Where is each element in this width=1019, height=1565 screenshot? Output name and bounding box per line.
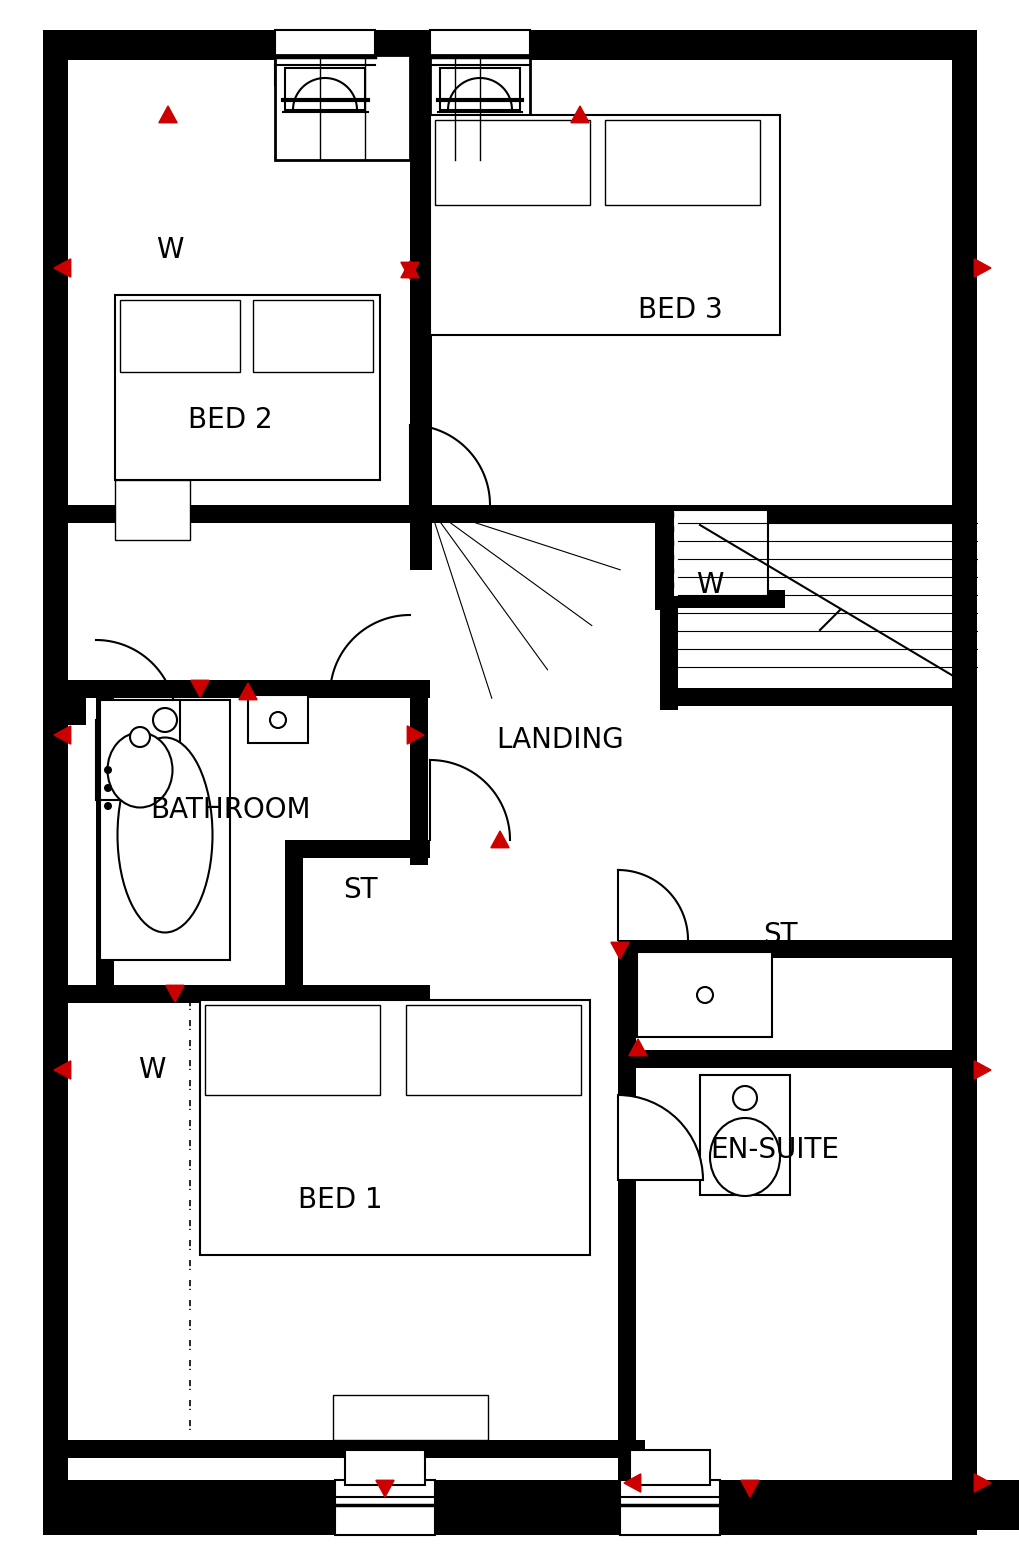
Ellipse shape bbox=[117, 737, 212, 933]
Bar bbox=[284, 840, 303, 991]
Bar bbox=[375, 30, 430, 59]
Text: W: W bbox=[139, 1056, 166, 1085]
Bar bbox=[43, 30, 275, 59]
Bar bbox=[654, 505, 673, 610]
Bar bbox=[410, 55, 432, 540]
Bar bbox=[205, 1005, 380, 1096]
Polygon shape bbox=[624, 1474, 640, 1491]
Bar bbox=[637, 952, 771, 1038]
Bar bbox=[284, 840, 430, 858]
Bar bbox=[430, 30, 530, 85]
Circle shape bbox=[270, 712, 285, 728]
Bar bbox=[620, 1480, 719, 1535]
Bar bbox=[248, 695, 308, 743]
Circle shape bbox=[104, 784, 112, 792]
Circle shape bbox=[104, 765, 112, 775]
Polygon shape bbox=[740, 1480, 758, 1498]
Bar bbox=[719, 1480, 1019, 1531]
Polygon shape bbox=[191, 681, 209, 696]
Bar bbox=[275, 55, 410, 160]
Polygon shape bbox=[159, 106, 177, 122]
Polygon shape bbox=[610, 942, 629, 959]
Polygon shape bbox=[973, 1474, 990, 1491]
Bar bbox=[654, 590, 785, 607]
Polygon shape bbox=[407, 726, 424, 743]
Bar bbox=[96, 695, 114, 991]
Bar bbox=[434, 121, 589, 205]
Bar bbox=[410, 540, 432, 570]
Polygon shape bbox=[238, 682, 257, 700]
Bar bbox=[344, 1451, 425, 1485]
Text: ST: ST bbox=[342, 876, 377, 905]
Bar bbox=[406, 1005, 581, 1096]
Bar bbox=[68, 984, 430, 1003]
Bar bbox=[332, 1394, 487, 1440]
Polygon shape bbox=[571, 106, 589, 122]
Text: BATHROOM: BATHROOM bbox=[150, 797, 310, 825]
Text: BED 3: BED 3 bbox=[637, 296, 721, 324]
Text: BED 1: BED 1 bbox=[298, 1186, 382, 1214]
Polygon shape bbox=[54, 726, 70, 743]
Wedge shape bbox=[618, 1096, 702, 1180]
Bar bbox=[100, 700, 179, 800]
Bar bbox=[530, 30, 976, 59]
Bar bbox=[200, 1000, 589, 1255]
Bar bbox=[68, 55, 951, 1510]
Bar bbox=[618, 1440, 644, 1459]
Polygon shape bbox=[376, 1480, 393, 1498]
Polygon shape bbox=[629, 1039, 646, 1056]
Polygon shape bbox=[490, 831, 508, 848]
Text: W: W bbox=[696, 571, 723, 599]
Bar bbox=[115, 480, 190, 540]
Circle shape bbox=[733, 1086, 756, 1110]
Polygon shape bbox=[400, 261, 419, 277]
Text: LANDING: LANDING bbox=[495, 726, 624, 754]
Circle shape bbox=[129, 728, 150, 747]
Bar bbox=[68, 1480, 360, 1531]
Bar bbox=[430, 55, 530, 160]
Bar bbox=[410, 695, 428, 865]
Bar bbox=[618, 941, 636, 1485]
Bar bbox=[430, 505, 659, 523]
Circle shape bbox=[104, 801, 112, 811]
Polygon shape bbox=[973, 1061, 990, 1080]
Bar bbox=[284, 67, 365, 110]
Bar bbox=[618, 941, 976, 958]
Bar bbox=[604, 121, 759, 205]
Ellipse shape bbox=[709, 1117, 780, 1196]
Ellipse shape bbox=[107, 732, 172, 808]
Text: ST: ST bbox=[762, 920, 797, 948]
Bar bbox=[120, 300, 239, 372]
Bar bbox=[699, 1075, 790, 1196]
Circle shape bbox=[153, 707, 177, 732]
Bar bbox=[253, 300, 373, 372]
Text: EN-SUITE: EN-SUITE bbox=[710, 1136, 839, 1164]
Circle shape bbox=[696, 988, 712, 1003]
Bar bbox=[434, 1480, 620, 1531]
Polygon shape bbox=[400, 263, 419, 279]
Bar bbox=[100, 700, 229, 959]
Text: BED 2: BED 2 bbox=[187, 405, 272, 434]
Bar bbox=[430, 114, 780, 335]
Polygon shape bbox=[166, 986, 183, 1002]
Bar bbox=[630, 1451, 709, 1485]
Polygon shape bbox=[54, 258, 70, 277]
Polygon shape bbox=[54, 1061, 70, 1080]
Bar bbox=[634, 1050, 976, 1067]
Bar bbox=[115, 294, 380, 480]
Bar bbox=[659, 689, 976, 706]
Bar bbox=[673, 510, 767, 596]
Bar bbox=[439, 67, 520, 110]
Bar bbox=[68, 505, 410, 523]
Bar bbox=[68, 695, 86, 725]
Bar bbox=[659, 505, 678, 711]
Bar bbox=[334, 1480, 434, 1535]
Bar bbox=[275, 30, 375, 85]
Polygon shape bbox=[973, 258, 990, 277]
Bar bbox=[659, 505, 976, 523]
Text: W: W bbox=[156, 236, 183, 264]
Bar bbox=[68, 1440, 618, 1459]
Bar bbox=[68, 681, 430, 698]
